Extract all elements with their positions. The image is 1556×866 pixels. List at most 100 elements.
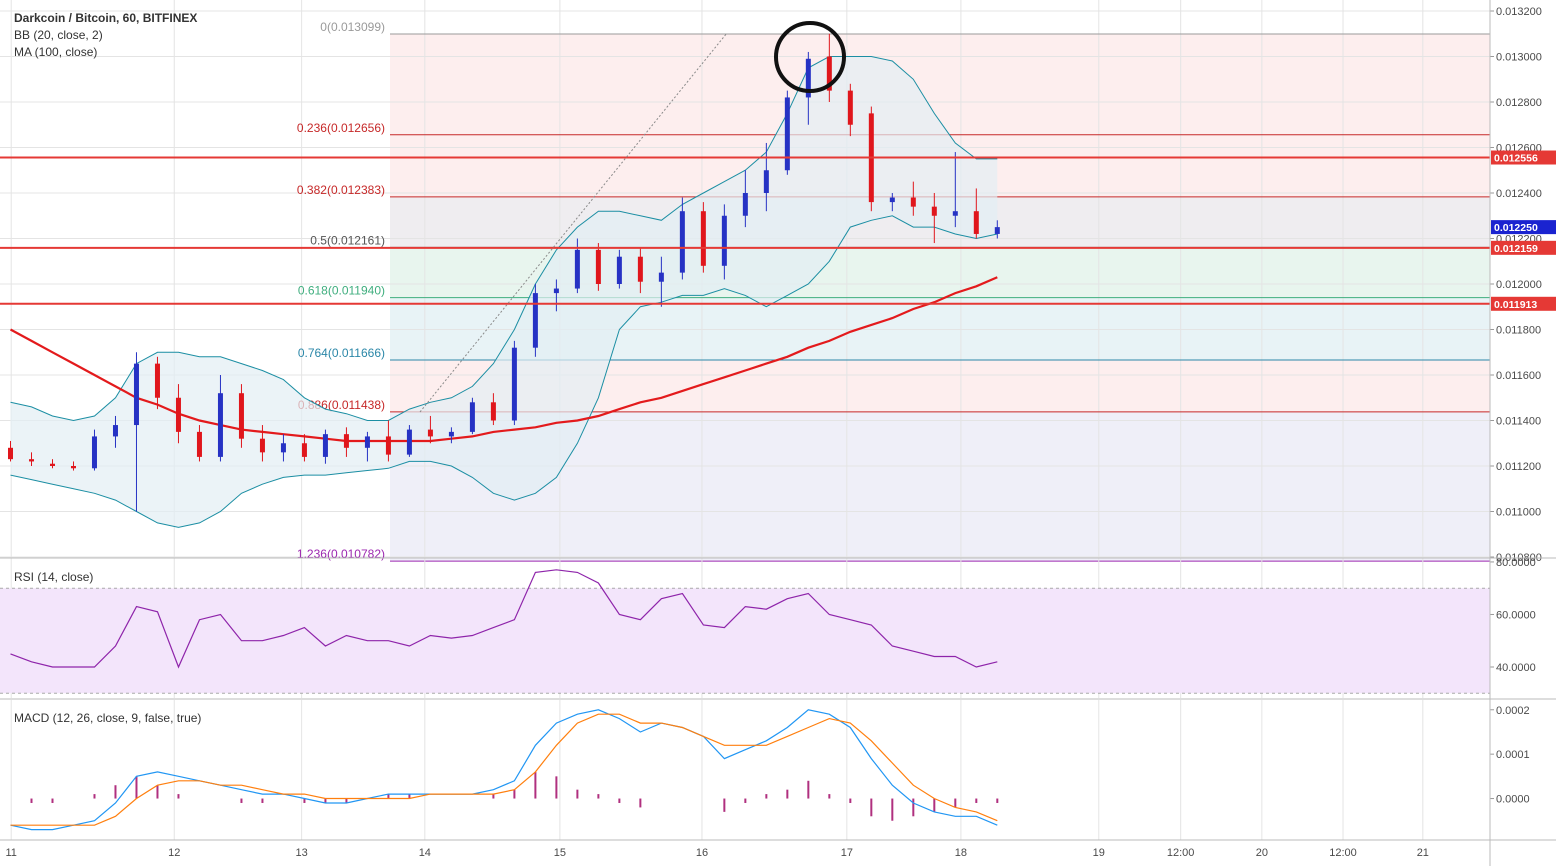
y-tick-label: 0.013000	[1496, 52, 1542, 64]
candle-body	[553, 288, 559, 294]
histogram-bar	[156, 785, 159, 799]
y-tick-label: 0.012400	[1496, 188, 1542, 200]
histogram-bar	[912, 798, 915, 817]
histogram-bar	[975, 798, 978, 803]
candle-body	[973, 211, 979, 234]
legend-entry: BB (20, close, 2)	[14, 28, 103, 42]
candle-body	[574, 249, 580, 289]
y-tick-label: 0.0001	[1496, 749, 1530, 761]
candle-body	[616, 256, 622, 284]
y-tick-label: 0.012800	[1496, 97, 1542, 109]
candle-body	[301, 443, 307, 457]
candle-body	[427, 429, 433, 437]
price-tag-label: 0.012159	[1494, 243, 1538, 255]
x-tick-label: 17	[841, 847, 853, 859]
fib-label: 0.382(0.012383)	[297, 183, 385, 197]
histogram-bar	[996, 798, 999, 803]
candle-body	[91, 436, 97, 469]
candle-body	[721, 215, 727, 266]
x-tick-label: 12:00	[1167, 847, 1195, 859]
histogram-bar	[891, 798, 894, 821]
candle-body	[238, 393, 244, 439]
x-tick-label: 18	[955, 847, 967, 859]
histogram-bar	[618, 798, 621, 803]
pane-title: MACD (12, 26, close, 9, false, true)	[14, 711, 201, 725]
candle-body	[259, 438, 265, 453]
bb-area	[10, 56, 998, 528]
y-tick-label: 40.0000	[1496, 662, 1536, 674]
candle-body	[154, 363, 160, 398]
y-tick-label: 0.0000	[1496, 794, 1530, 806]
histogram-bar	[324, 798, 327, 803]
rsi-band	[0, 588, 1490, 694]
bb-upper	[10, 56, 998, 422]
y-tick-label: 0.011400	[1496, 416, 1541, 428]
histogram-bar	[513, 789, 516, 799]
candle-body	[406, 429, 412, 455]
histogram-bar	[492, 794, 495, 799]
last-price-tag	[1491, 220, 1556, 235]
macd-line	[10, 709, 998, 831]
bb-lower	[10, 215, 998, 528]
last-price-label: 0.012250	[1494, 222, 1538, 234]
candle-body	[889, 197, 895, 203]
histogram-bar	[954, 798, 957, 808]
histogram-bar	[765, 794, 768, 799]
candle-body	[175, 397, 181, 432]
candle-body	[805, 58, 811, 98]
candle-body	[385, 436, 391, 455]
histogram-bar	[135, 776, 138, 799]
candle-body	[133, 363, 139, 426]
y-tick-label: 0.012000	[1496, 279, 1542, 291]
x-tick-label: 13	[296, 847, 308, 859]
fib-label: 0.5(0.012161)	[310, 233, 385, 247]
x-tick-label: 16	[696, 847, 708, 859]
histogram-bar	[639, 798, 642, 808]
candle-body	[217, 393, 223, 457]
candle-body	[658, 272, 664, 282]
candle-body	[994, 227, 1000, 234]
y-tick-label: 0.0002	[1496, 705, 1530, 717]
price-tag	[1491, 240, 1556, 255]
x-tick-label: 21	[1417, 847, 1429, 859]
candle-body	[490, 402, 496, 421]
histogram-bar	[597, 794, 600, 799]
x-tick-label: 11	[5, 847, 16, 859]
histogram-bar	[51, 798, 54, 803]
histogram-bar	[870, 798, 873, 817]
candle-body	[112, 425, 118, 437]
candle-body	[196, 431, 202, 457]
x-tick-label: 14	[419, 847, 431, 859]
x-tick-label: 12:00	[1329, 847, 1357, 859]
candle-body	[637, 256, 643, 282]
candle-body	[70, 466, 76, 469]
histogram-bar	[828, 794, 831, 799]
y-tick-label: 0.011800	[1496, 325, 1541, 337]
histogram-bar	[744, 798, 747, 803]
fib-label: 0.236(0.012656)	[297, 121, 385, 135]
y-tick-label: 0.011200	[1496, 461, 1541, 473]
candle-body	[280, 443, 286, 453]
candle-body	[952, 211, 958, 216]
histogram-bar	[387, 794, 390, 799]
fib-label: 0.618(0.011940)	[298, 284, 385, 298]
fib-zone	[390, 33, 1490, 135]
rsi-line	[10, 569, 998, 669]
trend-line	[419, 32, 728, 413]
histogram-bar	[807, 780, 810, 799]
histogram-bar	[786, 789, 789, 799]
fib-label: 0.764(0.011666)	[298, 346, 385, 360]
candle-body	[742, 193, 748, 216]
candle-body	[910, 197, 916, 207]
candle-body	[931, 206, 937, 216]
price-tag	[1491, 150, 1556, 165]
pane-title: RSI (14, close)	[14, 570, 93, 584]
y-tick-label: 0.011600	[1496, 370, 1541, 382]
x-tick-label: 20	[1256, 847, 1268, 859]
price-tag	[1491, 296, 1556, 311]
y-tick-label: 60.0000	[1496, 609, 1536, 621]
price-tag-label: 0.012556	[1494, 153, 1538, 165]
